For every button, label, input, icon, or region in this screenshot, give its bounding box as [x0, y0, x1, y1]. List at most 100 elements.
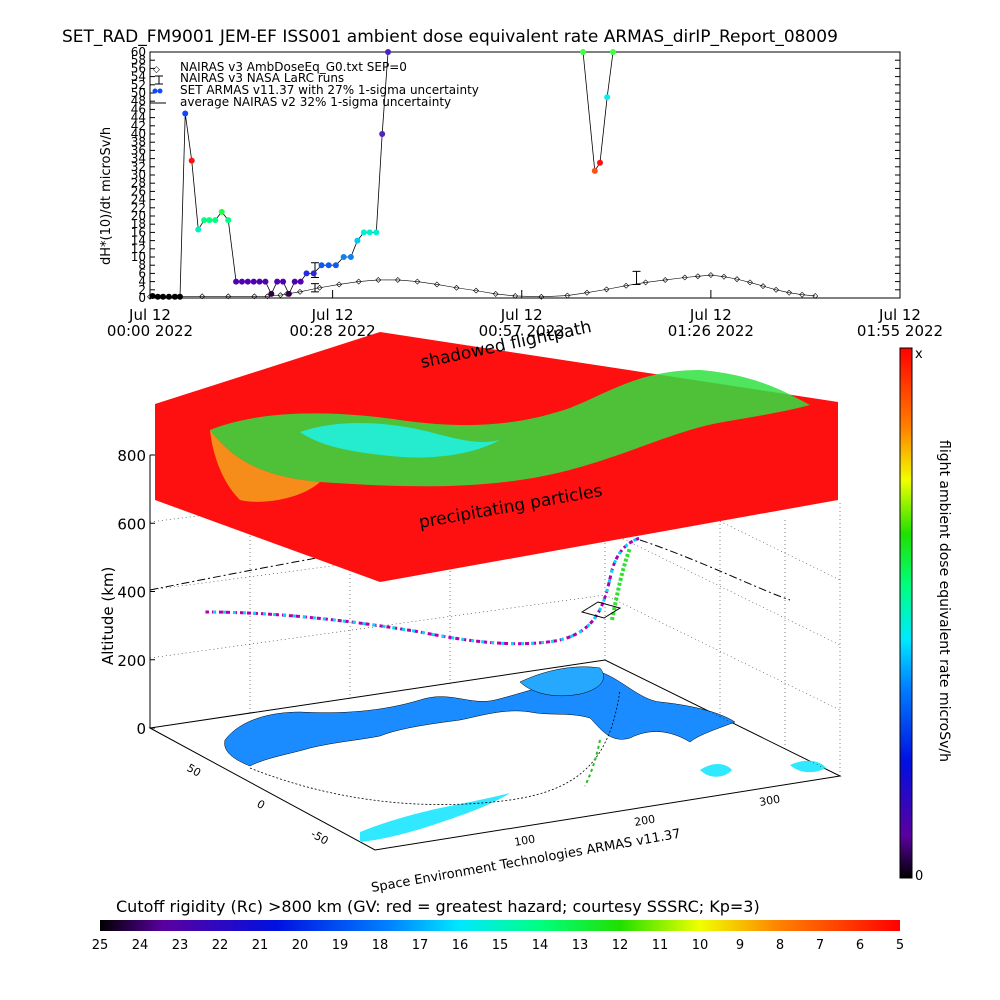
rigidity-tick-label: 5	[896, 938, 904, 953]
armas-point	[303, 270, 310, 277]
legend-entry-1: NAIRAS v3 AmbDoseEq_G0.txt SEP=0	[180, 60, 407, 74]
legend-marker-dot	[152, 88, 158, 94]
map-plane: 50 0 -50 100 200 300	[148, 659, 842, 851]
armas-point	[149, 292, 156, 299]
armas-point	[310, 270, 317, 277]
y-tick-label: 60	[131, 45, 146, 59]
armas-point	[332, 262, 339, 269]
rigidity-tick-label: 24	[132, 938, 149, 953]
armas-point	[340, 254, 347, 260]
altitude-ticks: 0 200 400 600 800	[117, 447, 155, 738]
armas-point	[160, 293, 167, 300]
nairas-point	[734, 276, 740, 283]
rigidity-tick-label: 12	[612, 938, 629, 953]
y-tick-label: 42	[131, 119, 146, 133]
armas-point	[233, 278, 240, 285]
nairas-point	[492, 290, 499, 297]
nairas-point	[707, 272, 714, 278]
x-tick-label-time: 01:55 2022	[857, 322, 943, 340]
y-tick-label: 2	[138, 283, 146, 297]
nairas-point	[414, 278, 421, 285]
flight-path-track-b	[204, 536, 641, 646]
y-axis-label: dH*(10)/dt microSv/h	[99, 127, 114, 265]
rigidity-tick-label: 11	[652, 938, 669, 953]
dose-colorbar-top: x	[915, 347, 923, 362]
armas-point	[188, 157, 195, 164]
y-tick-label: 26	[131, 184, 146, 198]
nairas-point	[694, 273, 701, 280]
dose-colorbar-fill	[899, 347, 913, 879]
rigidity-tick-label: 6	[856, 938, 864, 953]
lat-tick-1: 50	[185, 761, 204, 779]
rigidity-tick-label: 15	[492, 938, 509, 953]
rigidity-tick-label: 17	[412, 938, 429, 953]
rigidity-bar-title: Cutoff rigidity (Rc) >800 km (GV: red = …	[116, 897, 760, 916]
y-tick-label: 24	[131, 193, 146, 207]
armas-point	[256, 278, 263, 285]
nairas-point	[394, 277, 401, 283]
nairas-point	[564, 292, 571, 299]
rigidity-tick-label: 10	[692, 938, 709, 953]
legend-entry-4: average NAIRAS v2 32% 1-sigma uncertaint…	[180, 95, 451, 109]
dose-colorbar: x 0 flight ambient dose equivalent rate …	[899, 347, 952, 884]
armas-point	[280, 278, 287, 285]
y-tick-label: 4	[138, 275, 146, 289]
nairas-point	[473, 287, 480, 294]
y-tick-label: 50	[131, 86, 146, 100]
y-tick-label: 12	[131, 242, 146, 256]
lat-tick-2: 0	[255, 797, 268, 812]
chart-title: SET_RAD_FM9001 JEM-EF ISS001 ambient dos…	[62, 27, 838, 47]
rigidity-tick-label: 25	[92, 938, 109, 953]
slab-cool-band	[210, 370, 810, 487]
z-axis-label: Altitude (km)	[99, 567, 117, 665]
continent-east-patch	[700, 764, 732, 777]
y-tick-label: 34	[131, 152, 146, 166]
armas-point	[182, 110, 189, 117]
y-tick-label: 22	[131, 201, 146, 215]
nairas-point	[199, 293, 206, 300]
continent-north-america	[224, 671, 736, 767]
y-tick-label: 58	[131, 53, 146, 67]
series-nairas-v3	[147, 272, 819, 300]
legend-entry-2: NAIRAS v3 NASA LaRC runs	[180, 71, 344, 85]
y-tick-label: 8	[138, 258, 146, 272]
armas-point	[250, 278, 257, 285]
series-armas	[149, 49, 617, 300]
x-tick-label-time: 01:26 2022	[668, 322, 754, 340]
nairas-point	[760, 283, 766, 290]
y-tick-label: 38	[131, 135, 146, 149]
y-tick-label: 36	[131, 143, 146, 157]
y-axis-ticks: 0246810121416182022242628303234363840424…	[131, 45, 900, 305]
x-tick-label-time: 00:57 2022	[479, 322, 565, 340]
dose-colorbar-label: flight ambient dose equivalent rate micr…	[936, 440, 952, 762]
z-tick-label: 0	[136, 720, 146, 738]
armas-point	[347, 254, 354, 260]
armas-line	[582, 51, 614, 173]
armas-point	[154, 293, 161, 300]
dose-colorbar-bottom: 0	[915, 869, 923, 884]
continent-greenland	[519, 666, 604, 697]
y-tick-label: 20	[131, 209, 146, 223]
nairas-point	[453, 284, 460, 291]
y-tick-label: 52	[131, 78, 146, 92]
rigidity-tick-label: 7	[816, 938, 824, 953]
armas-point	[206, 217, 213, 224]
x-tick-label-date: Jul 12	[689, 306, 732, 324]
armas-point	[201, 217, 208, 224]
nairas-point	[747, 279, 753, 286]
nairas-point	[623, 282, 630, 289]
nairas-point	[375, 277, 382, 283]
rigidity-tick-label: 8	[776, 938, 784, 953]
lon-tick-2: 200	[633, 813, 656, 829]
rigidity-bar-ticks: 25 24 23 22 21 20 19 18 17 16 15 14 13 12 11 10 9 8 7 6 5	[92, 938, 904, 953]
rigidity-tick-label: 23	[172, 938, 189, 953]
nairas-point	[584, 289, 590, 296]
continent-south-east	[790, 760, 826, 773]
rigidity-tick-label: 13	[572, 938, 589, 953]
y-tick-label: 10	[131, 250, 146, 264]
armas-point	[379, 131, 386, 137]
nairas-point	[434, 281, 440, 288]
z-tick-label: 400	[117, 584, 146, 602]
armas-point	[212, 217, 219, 224]
nairas-point	[642, 279, 649, 286]
